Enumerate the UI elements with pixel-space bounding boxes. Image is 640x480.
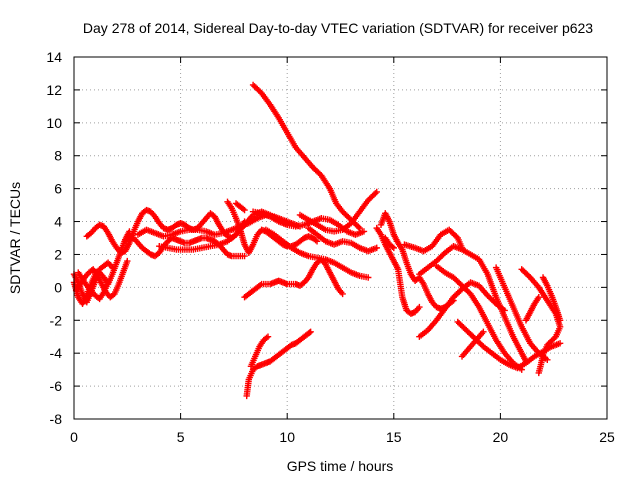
data-point <box>241 206 248 214</box>
x-tick-labels: 0 5 10 15 20 25 <box>70 429 615 445</box>
x-tick-label: 0 <box>70 429 78 445</box>
data-point <box>544 356 551 363</box>
data-point <box>241 252 248 260</box>
data-point <box>372 190 379 197</box>
chart-title: Day 278 of 2014, Sidereal Day-to-day VTE… <box>83 20 593 36</box>
x-tick-label: 20 <box>493 429 509 445</box>
plot-frame <box>73 56 608 420</box>
data-point <box>356 224 363 232</box>
data-point <box>390 244 397 252</box>
data-point <box>355 223 362 230</box>
data-point <box>389 243 396 250</box>
y-tick-label: -8 <box>50 411 63 427</box>
data-point <box>239 205 247 213</box>
data-point <box>545 340 552 347</box>
x-tick-label: 5 <box>177 429 185 445</box>
series-track-10 <box>305 224 380 255</box>
data-point <box>307 328 314 335</box>
series-track-6 <box>232 200 248 214</box>
y-tick-label: 10 <box>46 115 62 131</box>
y-tick-label: 14 <box>46 49 62 65</box>
data-point <box>104 279 112 286</box>
data-point <box>264 333 272 340</box>
series-track-13 <box>243 328 314 400</box>
data-point <box>535 294 542 301</box>
series-track-24 <box>492 264 551 363</box>
data-point <box>556 317 564 324</box>
y-axis-title: SDTVAR / TECUs <box>7 182 23 294</box>
data-point <box>535 369 542 377</box>
y-tick-label: 12 <box>46 82 62 98</box>
series-track-23 <box>458 328 487 360</box>
data-point <box>373 188 380 196</box>
data-point <box>313 238 321 245</box>
x-tick-label: 25 <box>599 429 615 445</box>
data-point <box>501 307 508 314</box>
grid <box>74 57 607 419</box>
series-track-27 <box>539 274 564 324</box>
y-tick-label: 0 <box>54 279 62 295</box>
y-tick-label: 4 <box>54 214 62 230</box>
series-track-17 <box>382 234 397 252</box>
data-point <box>365 274 372 281</box>
series-track-early-cluster-d <box>75 269 112 303</box>
y-tick-label: 8 <box>54 148 62 164</box>
series-track-18 <box>401 226 466 255</box>
data-point <box>360 228 368 235</box>
data-point <box>373 244 380 252</box>
series-track-12 <box>241 256 346 301</box>
data-point <box>525 272 533 280</box>
y-tick-label: 6 <box>54 181 62 197</box>
data-series <box>70 81 564 400</box>
y-tick-label: -4 <box>50 345 63 361</box>
series-track-14 <box>247 333 272 370</box>
x-axis-title: GPS time / hours <box>287 458 394 474</box>
series-track-25 <box>518 266 564 377</box>
data-point <box>312 236 319 244</box>
y-tick-label: -2 <box>50 312 63 328</box>
series-track-2 <box>121 233 248 260</box>
series-track-26 <box>522 294 542 324</box>
data-point <box>263 334 270 342</box>
data-point <box>480 328 487 335</box>
series-track-11 <box>249 81 363 232</box>
x-tick-label: 10 <box>279 429 295 445</box>
x-tick-label: 15 <box>386 429 402 445</box>
data-point <box>339 290 346 298</box>
series-track-20 <box>416 279 508 340</box>
y-tick-labels: -8 -6 -4 -2 0 2 4 6 8 10 12 14 <box>46 49 62 427</box>
data-point <box>453 233 460 240</box>
series-track-22 <box>454 318 564 372</box>
data-point <box>256 281 264 289</box>
series-track-16 <box>373 224 423 317</box>
data-point <box>306 329 313 336</box>
y-tick-label: 2 <box>54 246 62 262</box>
data-point <box>556 340 564 347</box>
data-point <box>109 264 116 271</box>
y-tick-label: -6 <box>50 378 63 394</box>
data-point <box>124 257 131 265</box>
data-point <box>416 303 423 311</box>
